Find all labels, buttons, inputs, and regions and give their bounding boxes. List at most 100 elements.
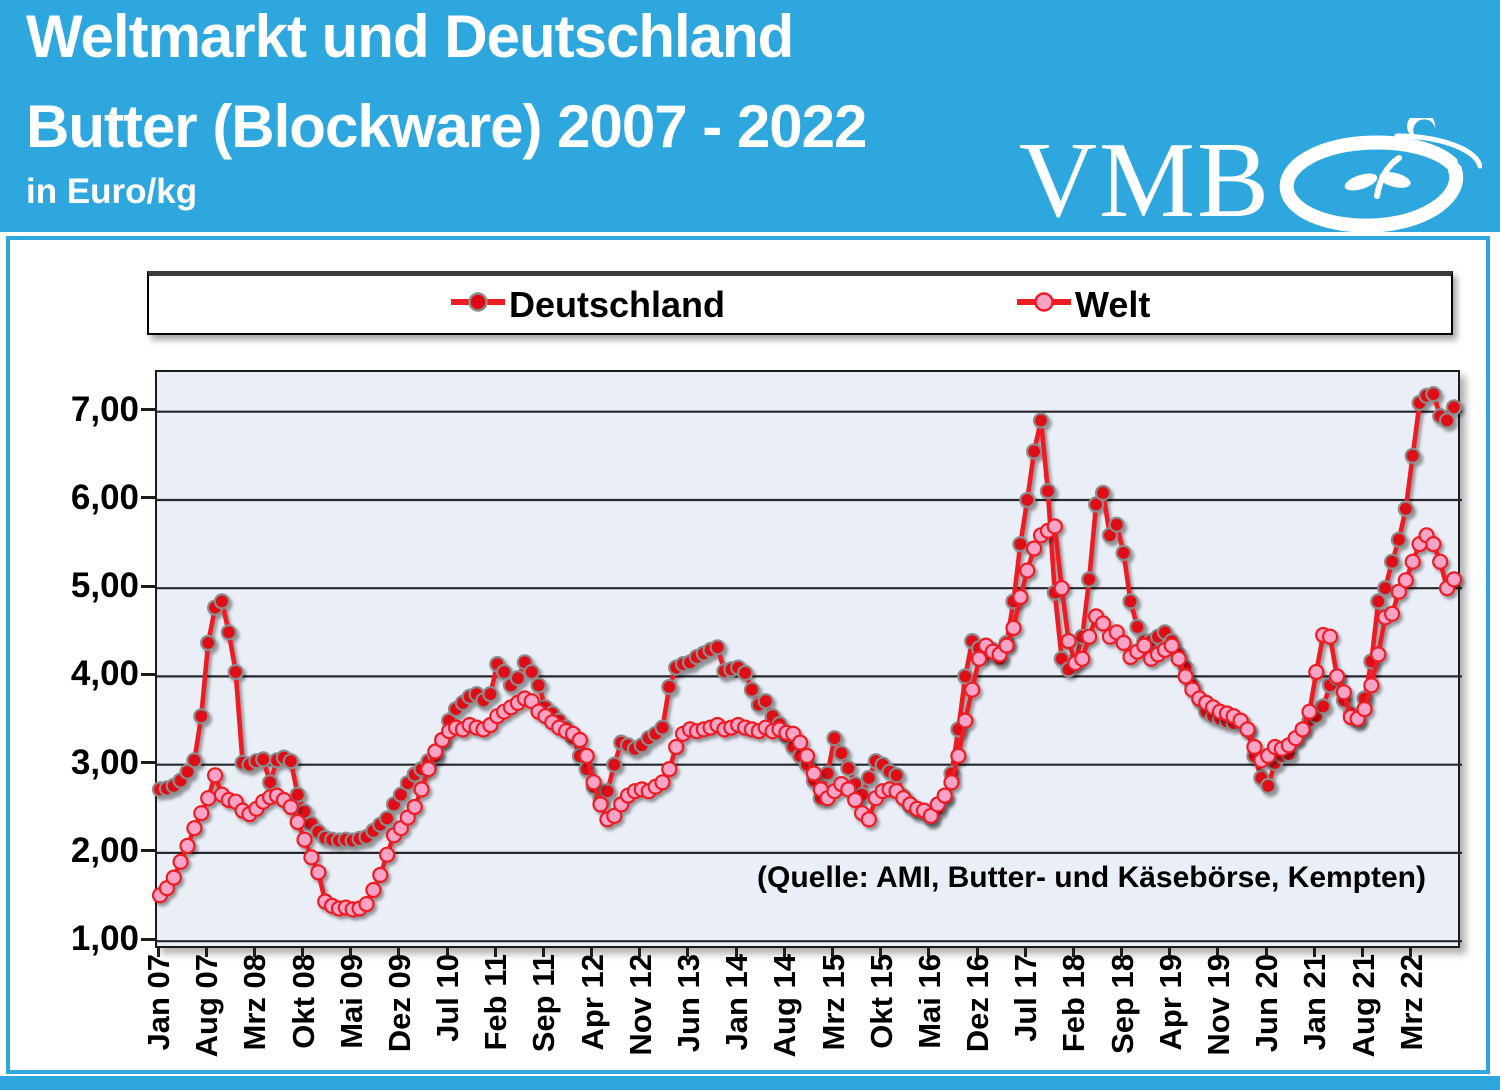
data-point-deutschland [1370,593,1387,610]
data-point-deutschland [860,769,878,786]
legend-entry-welt: Welt [1015,276,1150,333]
page-title-line2: Butter (Blockware) 2007 - 2022 [26,93,867,160]
data-point-welt [372,866,389,884]
x-axis-tick [1120,948,1124,957]
data-point-deutschland [599,783,616,800]
data-point-welt [1363,677,1380,694]
x-axis-label: Mrz 08 [237,954,273,1051]
data-point-deutschland [957,668,974,685]
data-point-deutschland [1094,484,1112,502]
legend-entry-deutschland: Deutschland [449,276,725,333]
x-axis-tick [831,948,835,957]
unit-label: in Euro/kg [26,172,198,211]
data-point-welt [1356,701,1373,718]
data-point-welt [1005,619,1022,636]
x-axis-label: Nov 12 [622,954,658,1056]
plot-area [151,370,1463,948]
y-axis-tick [141,584,156,588]
data-point-welt [200,790,217,807]
data-point-deutschland [1129,618,1146,636]
data-point-deutschland [1019,491,1036,509]
data-point-deutschland [530,677,547,694]
x-axis-tick [686,948,690,957]
y-axis-tick [141,849,156,853]
data-point-welt [1308,663,1325,681]
x-axis-label: Jan 14 [719,954,755,1051]
data-point-welt [1370,646,1387,663]
data-point-welt [310,864,327,881]
x-axis-tick [1023,948,1027,957]
data-point-welt [585,774,602,791]
data-point-deutschland [757,693,774,710]
data-point-welt [427,743,444,760]
x-axis-tick [1409,948,1413,957]
data-point-welt [165,869,182,886]
legend-label-deutschland: Deutschland [509,283,726,325]
x-axis-label: Mai 16 [911,954,947,1049]
data-point-welt [1246,738,1263,756]
data-point-deutschland [1315,698,1332,715]
data-point-welt [922,807,940,824]
data-point-welt [998,637,1015,654]
data-point-welt [289,813,306,831]
data-point-welt [661,761,678,778]
series-deutschland [151,386,1463,849]
deutschland-series-marker-icon [449,289,507,320]
data-point-deutschland [1012,536,1029,553]
x-axis-tick [493,948,497,957]
x-axis-label: Feb 18 [1056,954,1092,1053]
data-point-deutschland [482,686,499,703]
data-point-welt [847,791,864,809]
x-axis-label: Mrz 22 [1393,954,1429,1051]
data-point-deutschland [1383,553,1401,570]
data-point-welt [1025,540,1043,557]
data-point-deutschland [220,624,237,641]
data-point-welt [936,787,953,804]
data-point-welt [406,798,423,816]
data-point-deutschland [654,719,671,736]
data-point-welt [1046,518,1063,535]
x-axis-label: Nov 19 [1200,954,1236,1056]
data-point-deutschland [1425,386,1442,403]
data-point-deutschland [1081,571,1098,588]
data-point-deutschland [1260,777,1277,794]
x-axis-tick [252,948,256,957]
x-axis-label: Sep 11 [526,954,562,1053]
data-point-deutschland [819,765,836,782]
data-point-welt [303,849,320,866]
chart-legend: Deutschland Welt [147,271,1453,335]
y-axis-label: 6,00 [70,477,139,517]
x-axis-tick [975,948,979,957]
x-axis-tick [734,948,738,957]
line-chart [151,386,1463,943]
y-axis-label: 2,00 [70,830,139,870]
data-point-welt [1094,615,1112,632]
data-point-welt [668,738,685,756]
x-axis-label: Sep 18 [1104,954,1140,1054]
data-point-welt [860,811,878,828]
data-point-welt [1074,650,1091,667]
x-axis-tick [541,948,545,957]
data-point-welt [964,681,981,698]
data-point-welt [1404,553,1421,570]
data-point-deutschland [833,745,850,762]
data-point-welt [1177,668,1194,685]
y-axis-tick [141,408,156,412]
data-point-deutschland [606,756,623,773]
data-point-welt [365,881,382,899]
bottom-accent-bar [0,1076,1500,1090]
y-axis-tick [141,937,156,941]
x-axis-tick [445,948,449,957]
data-point-welt [282,798,299,816]
data-point-welt [970,650,988,667]
x-axis-tick [349,948,353,957]
data-point-welt [798,747,816,764]
data-point-welt [943,774,960,791]
data-point-welt [578,747,595,764]
data-point-welt [1136,637,1153,654]
data-point-welt [379,846,396,863]
data-point-deutschland [709,639,726,656]
data-point-welt [413,781,430,798]
data-point-deutschland [1108,516,1125,533]
data-point-deutschland [509,670,526,687]
